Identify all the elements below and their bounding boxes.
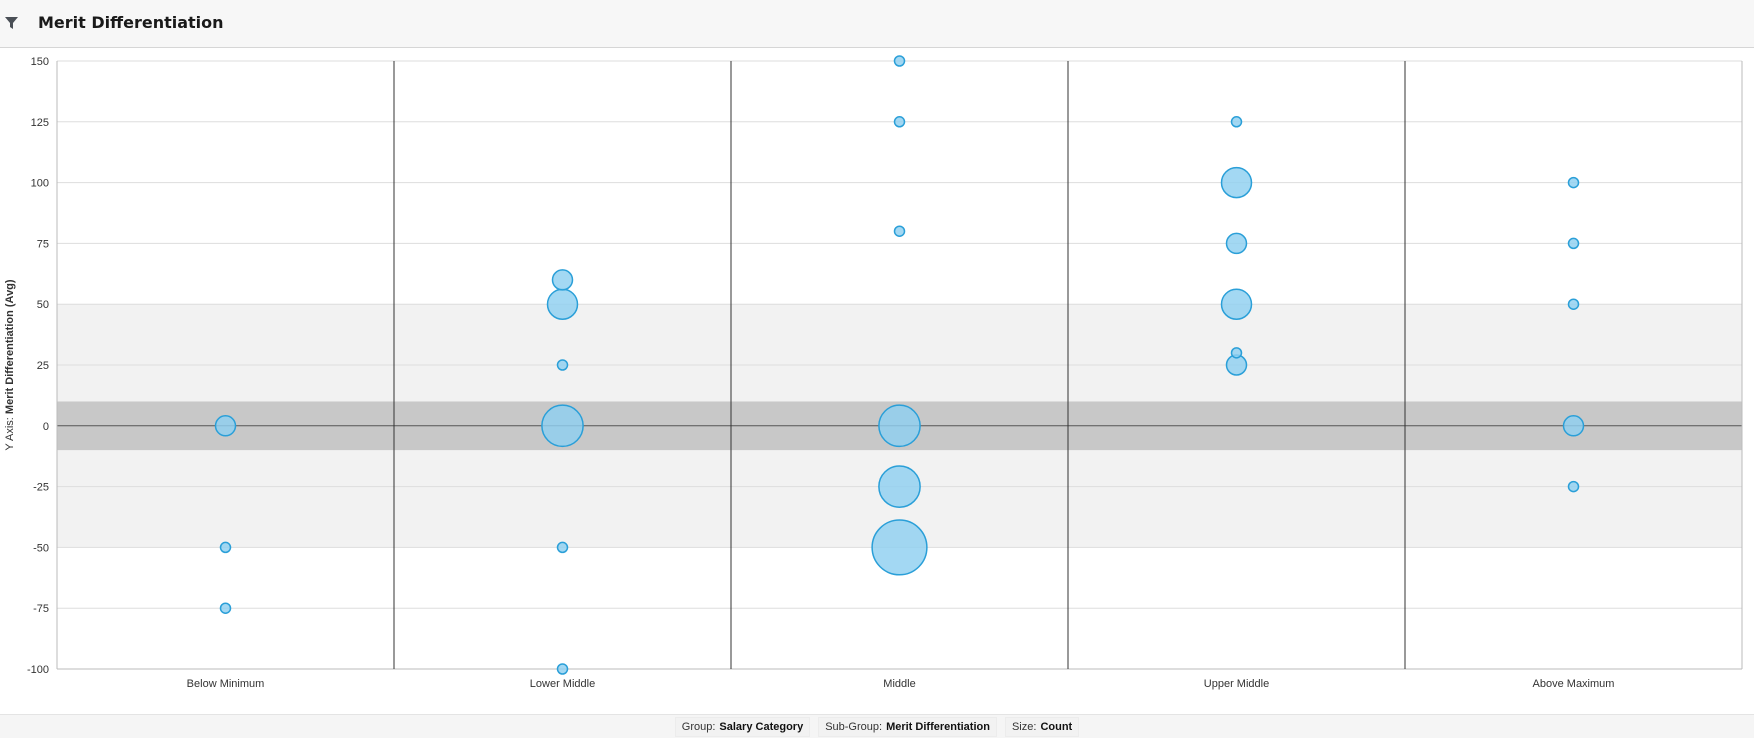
bubble-chart: 150 125 100 75 50 25 0 -25 -50 -75 -100 Below Minim… [4,55,1743,690]
chart-config-bar: Group: Salary Category Sub-Group: Merit Di… [0,714,1754,738]
size-value: Count [1040,720,1073,733]
bubble-point [219,602,232,614]
bubble-point [219,541,232,554]
bubble-point [214,415,237,437]
bubble-point [551,269,574,291]
x-category-label: Upper Middle [1204,678,1269,690]
size-chip[interactable]: Size: Count [1004,716,1080,737]
header-bar: Merit Differentiation [0,0,1754,48]
x-category-label: Above Maximum [1533,678,1615,690]
bubble-point [871,519,928,576]
bubble-point [1567,480,1580,493]
y-tick-label: 50 [37,299,49,311]
group-value: Salary Category [719,720,804,733]
x-category-label: Middle [883,678,915,690]
x-category-label: Below Minimum [187,678,265,690]
size-label: Size: [1011,720,1037,733]
bubble-point [556,359,569,371]
bubble-point [541,404,584,448]
bubble-point [1220,288,1253,320]
bubble-point [893,55,906,67]
bubble-point [878,404,921,448]
bubble-point [1567,176,1580,189]
bubble-point [1562,415,1585,437]
subgroup-chip[interactable]: Sub-Group: Merit Differentiation [818,716,997,737]
bubble-point [1230,347,1243,359]
y-tick-label: 0 [43,421,49,433]
bubble-point [556,663,569,675]
y-tick-label: -25 [33,482,49,494]
bubble-point [878,465,921,508]
bubble-point [1230,116,1243,128]
x-category-label: Lower Middle [530,678,595,690]
bubble-point [556,541,569,554]
y-tick-label: 100 [31,178,49,190]
bubble-point [893,225,906,237]
filter-icon[interactable] [4,15,20,31]
bubble-point [1567,298,1580,310]
y-tick-label: -50 [33,542,49,554]
subgroup-label: Sub-Group: [825,720,883,733]
subgroup-value: Merit Differentiation [886,720,990,733]
bubble-point [893,116,906,128]
group-label: Group: [681,720,716,733]
bubble-point [546,288,579,320]
bubble-point [1567,237,1580,250]
y-tick-label: 125 [31,117,49,129]
y-tick-label: 25 [37,360,49,372]
page-title: Merit Differentiation [38,13,224,32]
y-tick-label: 150 [31,56,49,68]
y-tick-label: -75 [33,603,49,615]
y-tick-label: -100 [27,664,49,676]
bubble-point [1220,166,1253,199]
bubble-point [1225,232,1248,255]
y-tick-label: 75 [37,238,49,250]
group-chip[interactable]: Group: Salary Category [674,716,811,737]
y-axis-title: Y Axis: Merit Differentiation (Avg) [4,279,16,450]
